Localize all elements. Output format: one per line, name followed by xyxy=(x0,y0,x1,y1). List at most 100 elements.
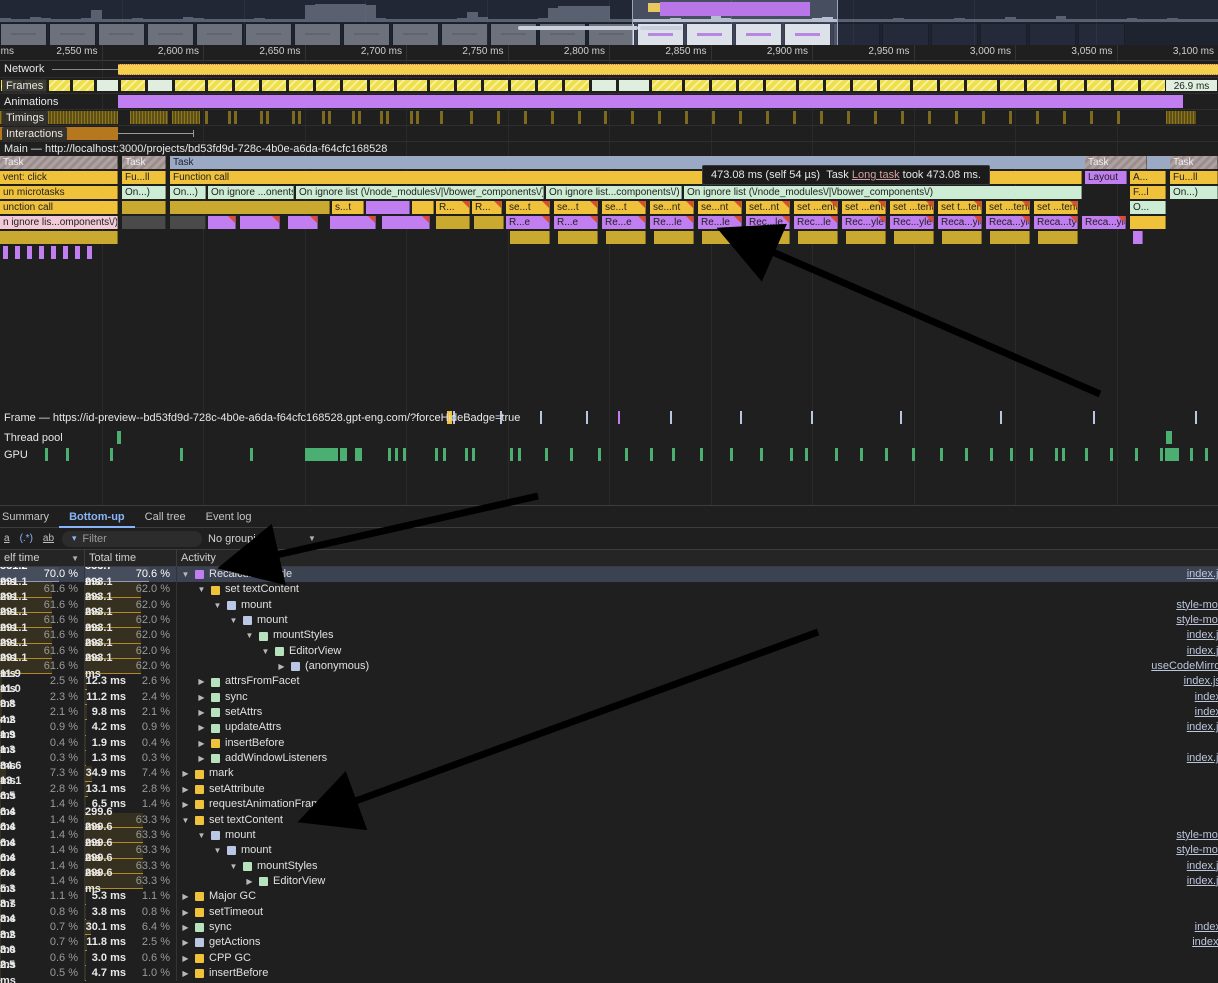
frame-block[interactable] xyxy=(738,79,764,92)
flame-set-text[interactable]: set ...ent xyxy=(794,201,838,214)
timing-marker[interactable] xyxy=(685,111,688,124)
frame-block[interactable] xyxy=(96,79,119,92)
timing-marker[interactable] xyxy=(1090,111,1093,124)
table-row[interactable]: 291.1 ms 61.6 % 293.1 ms 62.0 % ▼ mount style-… xyxy=(0,613,1218,628)
flame-task[interactable]: Task xyxy=(1085,156,1147,169)
chevron-down-icon[interactable]: ▼ xyxy=(213,843,222,858)
gpu-task-block[interactable] xyxy=(388,448,391,461)
frame-event-tick[interactable] xyxy=(540,411,542,424)
flame-recalc[interactable] xyxy=(208,216,236,229)
gpu-task-block[interactable] xyxy=(340,448,347,461)
frame-block[interactable] xyxy=(798,79,824,92)
gpu-task-block[interactable] xyxy=(1062,448,1065,461)
chevron-down-icon[interactable]: ▼ xyxy=(229,859,238,874)
frame-block[interactable] xyxy=(618,79,650,92)
gpu-task-block[interactable] xyxy=(760,448,763,461)
flame-ignore-list[interactable]: On ignore list...components\/) xyxy=(546,186,682,199)
timing-marker[interactable] xyxy=(234,111,237,124)
frame-block[interactable] xyxy=(999,79,1025,92)
flame-ignore-list[interactable]: n ignore lis...omponents\/) xyxy=(0,216,118,229)
flame-layout[interactable]: Layout xyxy=(1085,171,1127,184)
flame-recalculate-style[interactable]: Re...e xyxy=(602,216,646,229)
frame-event-tick[interactable] xyxy=(1093,411,1095,424)
timing-marker[interactable] xyxy=(292,111,295,124)
flame-set-text[interactable]: set...nt xyxy=(746,201,790,214)
frame-event-tick[interactable] xyxy=(1000,411,1002,424)
table-row[interactable]: 3.4 ms0.7 %30.1 ms6.4 %▶syncindex. xyxy=(0,920,1218,935)
chevron-down-icon[interactable]: ▼ xyxy=(181,567,190,582)
frame-block[interactable] xyxy=(1113,79,1139,92)
flame-block[interactable] xyxy=(75,246,80,259)
frame-block[interactable] xyxy=(261,79,287,92)
timing-marker[interactable] xyxy=(712,111,715,124)
timing-marker[interactable] xyxy=(358,111,361,124)
flame-recalc[interactable] xyxy=(330,216,376,229)
flame-ignore-list[interactable]: O... xyxy=(1130,201,1166,214)
frame-block[interactable] xyxy=(537,79,563,92)
flame-block[interactable] xyxy=(63,246,68,259)
flame-block[interactable] xyxy=(654,231,694,244)
flame-block[interactable] xyxy=(170,216,206,229)
flame-ignore-list[interactable]: On...) xyxy=(122,186,166,199)
source-link[interactable]: index.js xyxy=(1187,720,1218,735)
gpu-task-block[interactable] xyxy=(1160,448,1163,461)
frame-block[interactable] xyxy=(510,79,536,92)
frame-event-tick[interactable] xyxy=(740,411,742,424)
flame-ignore-list[interactable]: On ignore ...onents\/) xyxy=(208,186,294,199)
source-link[interactable]: index. xyxy=(1195,690,1218,705)
timing-marker[interactable] xyxy=(205,111,208,124)
frame-block[interactable] xyxy=(456,79,482,92)
details-pane[interactable]: Summary Bottom-up Call tree Event log a (.*… xyxy=(0,505,1218,983)
table-row[interactable]: 13.1 ms 2.8 % 13.1 ms 2.8 % ▶ setAttribute xyxy=(0,782,1218,797)
flame-activity[interactable]: F...l xyxy=(1130,186,1166,199)
flame-block[interactable] xyxy=(894,231,934,244)
timing-marker[interactable] xyxy=(328,111,331,124)
timing-marker[interactable] xyxy=(352,111,355,124)
overview-scroll-handle-2[interactable] xyxy=(640,26,682,30)
flame-block[interactable] xyxy=(412,201,434,214)
gpu-task-block[interactable] xyxy=(1135,448,1138,461)
gpu-task-block[interactable] xyxy=(912,448,915,461)
chevron-right-icon[interactable]: ▶ xyxy=(181,766,190,781)
gpu-task-block[interactable] xyxy=(805,448,808,461)
chevron-right-icon[interactable]: ▶ xyxy=(197,720,206,735)
timing-marker[interactable] xyxy=(928,111,931,124)
track-timings[interactable]: Timings xyxy=(0,110,1218,125)
frame-block[interactable] xyxy=(765,79,797,92)
frame-block[interactable] xyxy=(711,79,737,92)
gpu-task-block[interactable] xyxy=(443,448,446,461)
timing-marker[interactable] xyxy=(631,111,634,124)
frame-block[interactable] xyxy=(483,79,509,92)
source-link[interactable]: style-mod xyxy=(1176,843,1218,858)
source-link[interactable]: useCodeMirror xyxy=(1151,659,1218,674)
regex-icon[interactable]: (.*) xyxy=(18,533,35,544)
flame-block[interactable] xyxy=(558,231,598,244)
flame-block[interactable] xyxy=(702,231,742,244)
gpu-task-block[interactable] xyxy=(1010,448,1013,461)
flame-function-call[interactable]: Fu...ll xyxy=(122,171,166,184)
source-link[interactable]: index.js xyxy=(1187,859,1218,874)
flame-block[interactable] xyxy=(122,201,166,214)
chevron-down-icon[interactable]: ▼ xyxy=(229,613,238,628)
frame-block[interactable] xyxy=(48,79,71,92)
frame-block[interactable] xyxy=(912,79,938,92)
table-row[interactable]: 6.4 ms 1.4 % 299.6 ms 63.3 % ▶ EditorView inde… xyxy=(0,874,1218,889)
flame-recalculate-style[interactable]: R...e xyxy=(506,216,550,229)
flame-set-text[interactable]: se...nt xyxy=(698,201,742,214)
frame-event-tick[interactable] xyxy=(1195,411,1197,424)
frame-block[interactable] xyxy=(591,79,617,92)
flame-block[interactable] xyxy=(846,231,886,244)
timing-marker[interactable] xyxy=(847,111,850,124)
source-link[interactable]: index.js xyxy=(1187,628,1218,643)
gpu-task-block[interactable] xyxy=(435,448,438,461)
chevron-right-icon[interactable]: ▶ xyxy=(181,935,190,950)
chevron-right-icon[interactable]: ▶ xyxy=(181,905,190,920)
timeline-overview[interactable] xyxy=(0,0,1218,45)
flame-block[interactable] xyxy=(990,231,1030,244)
gpu-task-block[interactable] xyxy=(1165,448,1179,461)
table-row[interactable]: 6.4 ms 1.4 % 299.6 ms 63.3 % ▼ mountStyles ind… xyxy=(0,859,1218,874)
flame-recalculate-style[interactable]: Rec...le xyxy=(794,216,838,229)
flame-function-call[interactable]: Fu...ll xyxy=(1170,171,1218,184)
flame-recalculate-style[interactable]: Rec...le xyxy=(746,216,790,229)
flame-run-microtasks[interactable]: un microtasks xyxy=(0,186,118,199)
